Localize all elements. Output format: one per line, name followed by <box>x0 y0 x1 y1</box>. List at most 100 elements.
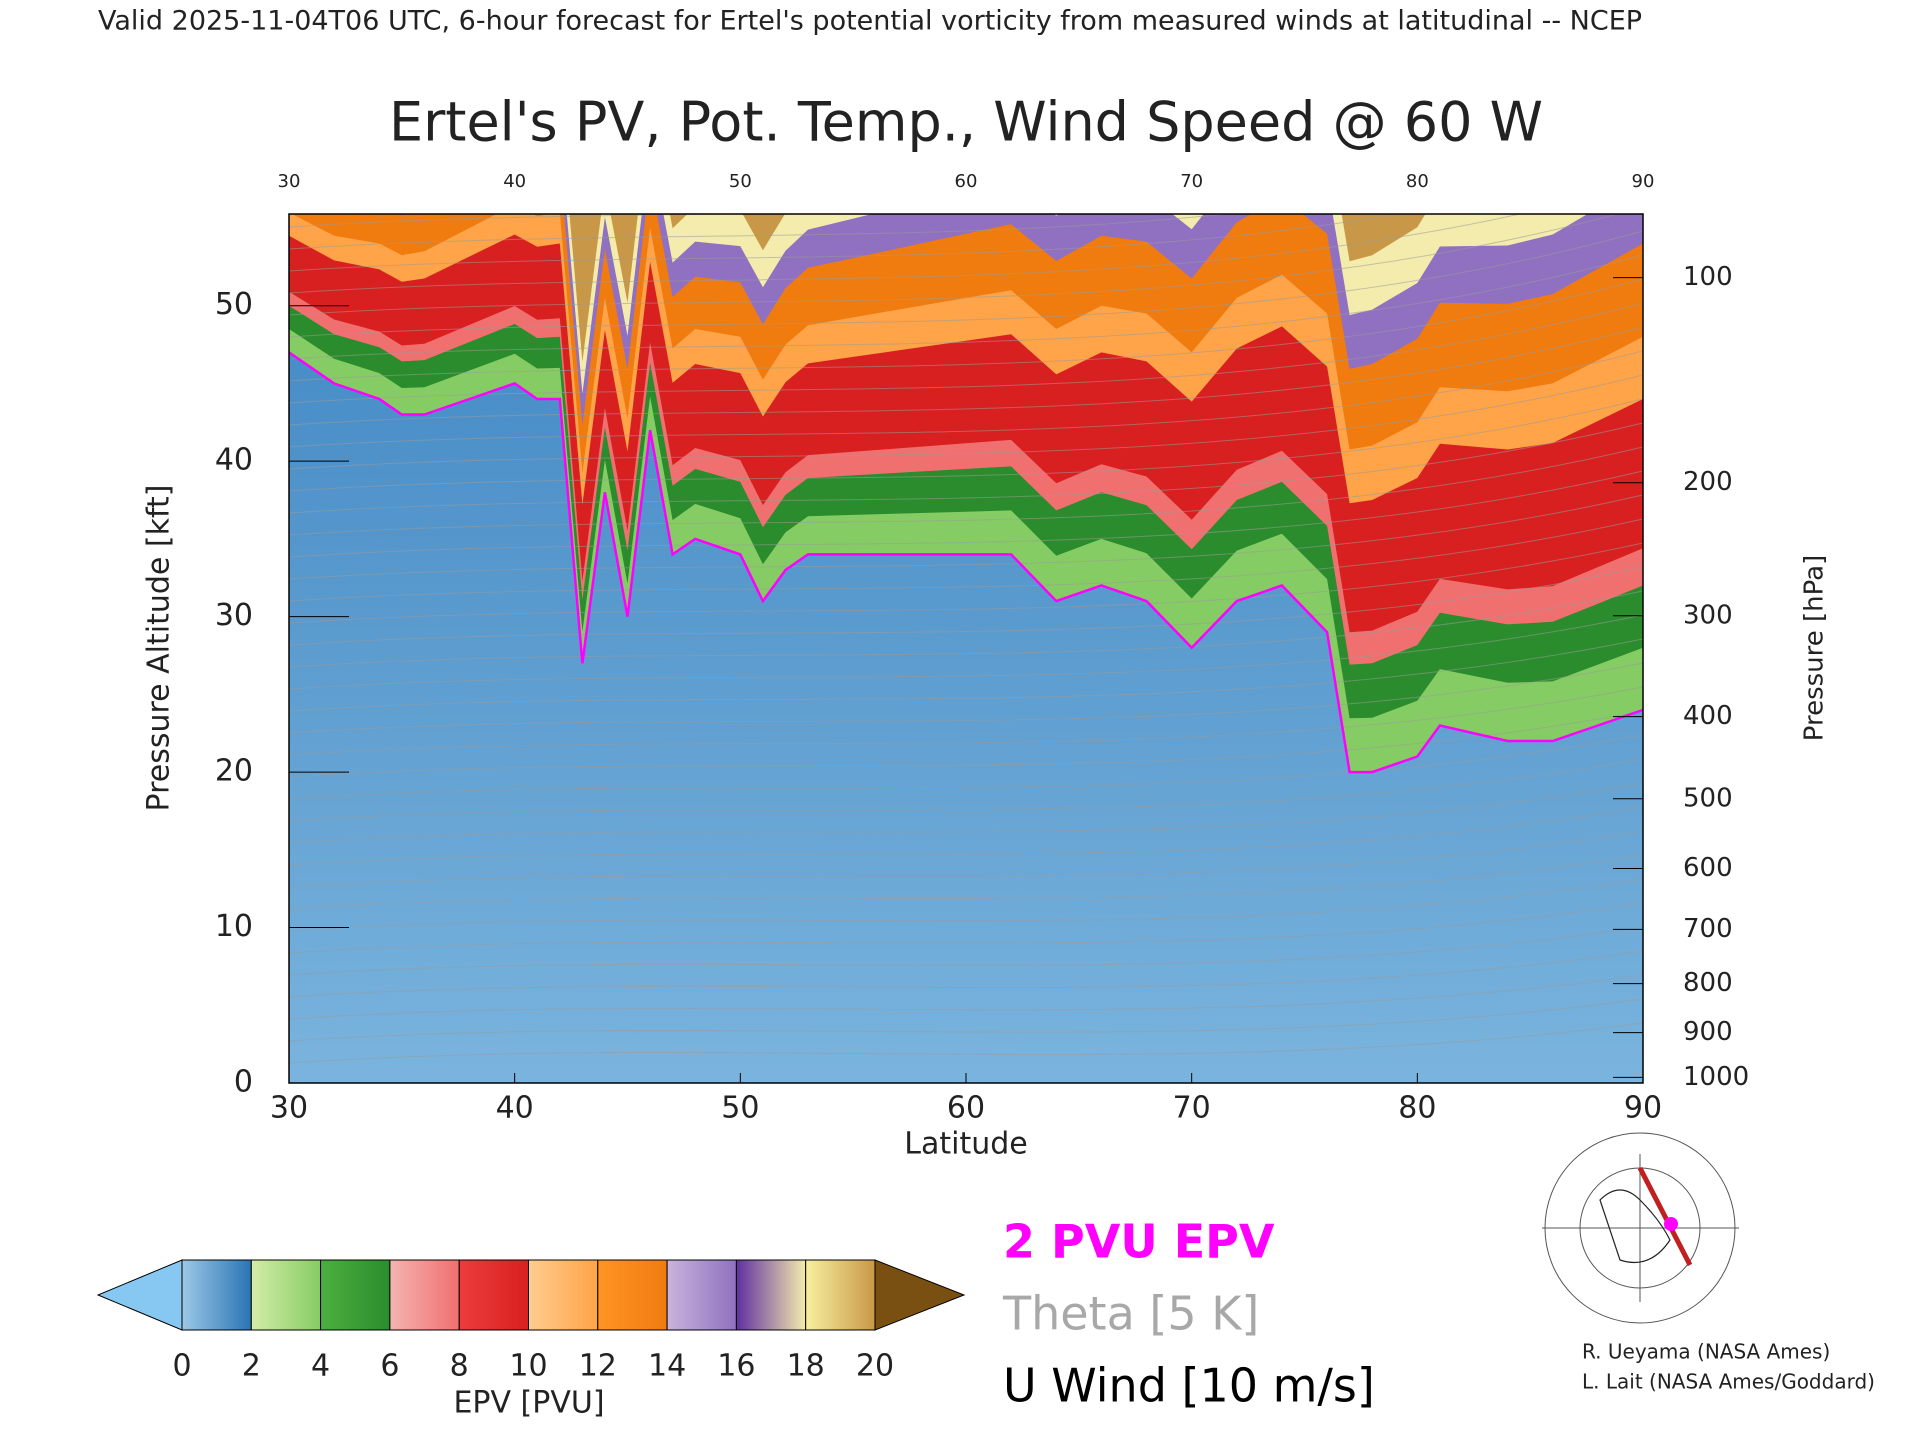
x-top-tick-label: 50 <box>729 171 752 192</box>
x-axis-label: Latitude <box>904 1127 1027 1162</box>
x-tick-label: 60 <box>947 1091 985 1126</box>
colorbar-tick-label: 14 <box>648 1349 686 1384</box>
x-top-tick-label: 80 <box>1406 171 1429 192</box>
colorbar-segment <box>666 1259 737 1331</box>
x-tick-label: 70 <box>1173 1091 1211 1126</box>
theta-line <box>289 710 1643 778</box>
x-top-tick-label: 60 <box>955 171 978 192</box>
x-tick-label: 80 <box>1398 1091 1436 1126</box>
theta-line <box>289 302 1643 404</box>
theta-line <box>289 662 1643 734</box>
theta-line <box>289 998 1643 1042</box>
y-tick-label: 40 <box>215 443 253 478</box>
theta-line <box>289 614 1643 690</box>
colorbar-label: EPV [PVU] <box>453 1386 604 1421</box>
theta-line <box>289 638 1643 712</box>
credit: L. Lait (NASA Ames/Goddard) <box>1582 1370 1875 1394</box>
theta-line <box>289 214 761 228</box>
y-tick-label: 0 <box>234 1065 253 1100</box>
colorbar-segment <box>181 1259 252 1331</box>
pv-band <box>398 214 1643 426</box>
y2-tick-label: 200 <box>1683 467 1733 497</box>
colorbar-tick-label: 20 <box>856 1349 894 1384</box>
theta-line <box>289 758 1643 822</box>
credit: R. Ueyama (NASA Ames) <box>1582 1340 1830 1364</box>
theta-line <box>289 854 1643 910</box>
x-top-tick-label: 40 <box>503 171 526 192</box>
theta-line <box>289 214 1231 250</box>
theta-line <box>289 518 1643 602</box>
chart-title: Ertel's PV, Pot. Temp., Wind Speed @ 60 … <box>389 91 1543 154</box>
legend-entry: U Wind [10 m/s] <box>1003 1359 1375 1413</box>
colorbar-segment <box>735 1259 807 1331</box>
colorbar-tick-label: 18 <box>787 1349 825 1384</box>
y2-tick-label: 300 <box>1683 600 1733 630</box>
x-tick-label: 90 <box>1624 1091 1662 1126</box>
theta-line <box>289 278 1643 382</box>
theta-line <box>289 566 1643 646</box>
theta-line <box>289 686 1643 756</box>
y2-tick-label: 1000 <box>1683 1062 1749 1092</box>
colorbar-tick-label: 6 <box>380 1349 399 1384</box>
y-tick-label: 50 <box>215 287 253 322</box>
x-tick-label: 40 <box>496 1091 534 1126</box>
y2-axis-label: Pressure [hPa] <box>1800 555 1830 742</box>
theta-line <box>289 734 1643 800</box>
theta-line <box>289 398 1643 492</box>
theta-line <box>289 470 1643 558</box>
colorbar-segment <box>597 1259 668 1331</box>
y2-tick-label: 900 <box>1683 1017 1733 1047</box>
theta-line <box>289 230 1643 338</box>
theta-line <box>289 950 1643 998</box>
theta-line <box>289 446 1643 536</box>
x-tick-label: 50 <box>721 1091 759 1126</box>
colorbar-segment <box>389 1259 460 1331</box>
x-top-tick-label: 90 <box>1632 171 1655 192</box>
colorbar-segment <box>458 1259 530 1331</box>
y-tick-label: 20 <box>215 754 253 789</box>
y2-tick-label: 100 <box>1683 262 1733 292</box>
y-axis-label: Pressure Altitude [kft] <box>142 485 177 812</box>
y2-tick-label: 400 <box>1683 701 1733 731</box>
colorbar-tick-label: 12 <box>579 1349 617 1384</box>
y2-tick-label: 800 <box>1683 968 1733 998</box>
y2-tick-label: 500 <box>1683 783 1733 813</box>
theta-line <box>289 494 1643 580</box>
header: Valid 2025-11-04T06 UTC, 6-hour forecast… <box>98 6 1642 37</box>
x-tick-label: 30 <box>270 1091 308 1126</box>
theta-line <box>289 422 1643 514</box>
theta-line <box>289 350 1643 448</box>
colorbar-tick-label: 2 <box>242 1349 261 1384</box>
theta-line <box>289 542 1643 624</box>
y-tick-label: 10 <box>215 909 253 944</box>
colorbar-over <box>874 1259 966 1331</box>
x-top-tick-label: 70 <box>1180 171 1203 192</box>
plot-area <box>289 214 1643 1083</box>
theta-line <box>289 590 1643 668</box>
colorbar-tick-label: 8 <box>450 1349 469 1384</box>
colorbar-segment <box>528 1259 599 1331</box>
theta-line <box>289 374 1643 470</box>
colorbar-under <box>96 1259 183 1331</box>
colorbar-tick-label: 16 <box>717 1349 755 1384</box>
theta-line <box>289 902 1643 954</box>
theta-line <box>289 926 1643 976</box>
pv2-line <box>289 351 1643 774</box>
theta-line <box>289 878 1643 932</box>
colorbar-tick-label: 4 <box>311 1349 330 1384</box>
map-inset <box>1542 1132 1739 1324</box>
theta-line <box>289 806 1643 866</box>
pv-band <box>566 214 1588 394</box>
theta-line <box>289 254 1643 360</box>
colorbar-segment <box>320 1259 391 1331</box>
colorbar-tick-label: 10 <box>509 1349 547 1384</box>
theta-line <box>289 326 1643 426</box>
theta-line <box>289 214 1620 316</box>
x-top-tick-label: 30 <box>278 171 301 192</box>
theta-line <box>289 1022 1643 1064</box>
theta-line <box>289 830 1643 888</box>
theta-line <box>289 214 1402 272</box>
legend-entry: 2 PVU EPV <box>1003 1215 1275 1269</box>
legend-entry: Theta [5 K] <box>1002 1287 1259 1341</box>
